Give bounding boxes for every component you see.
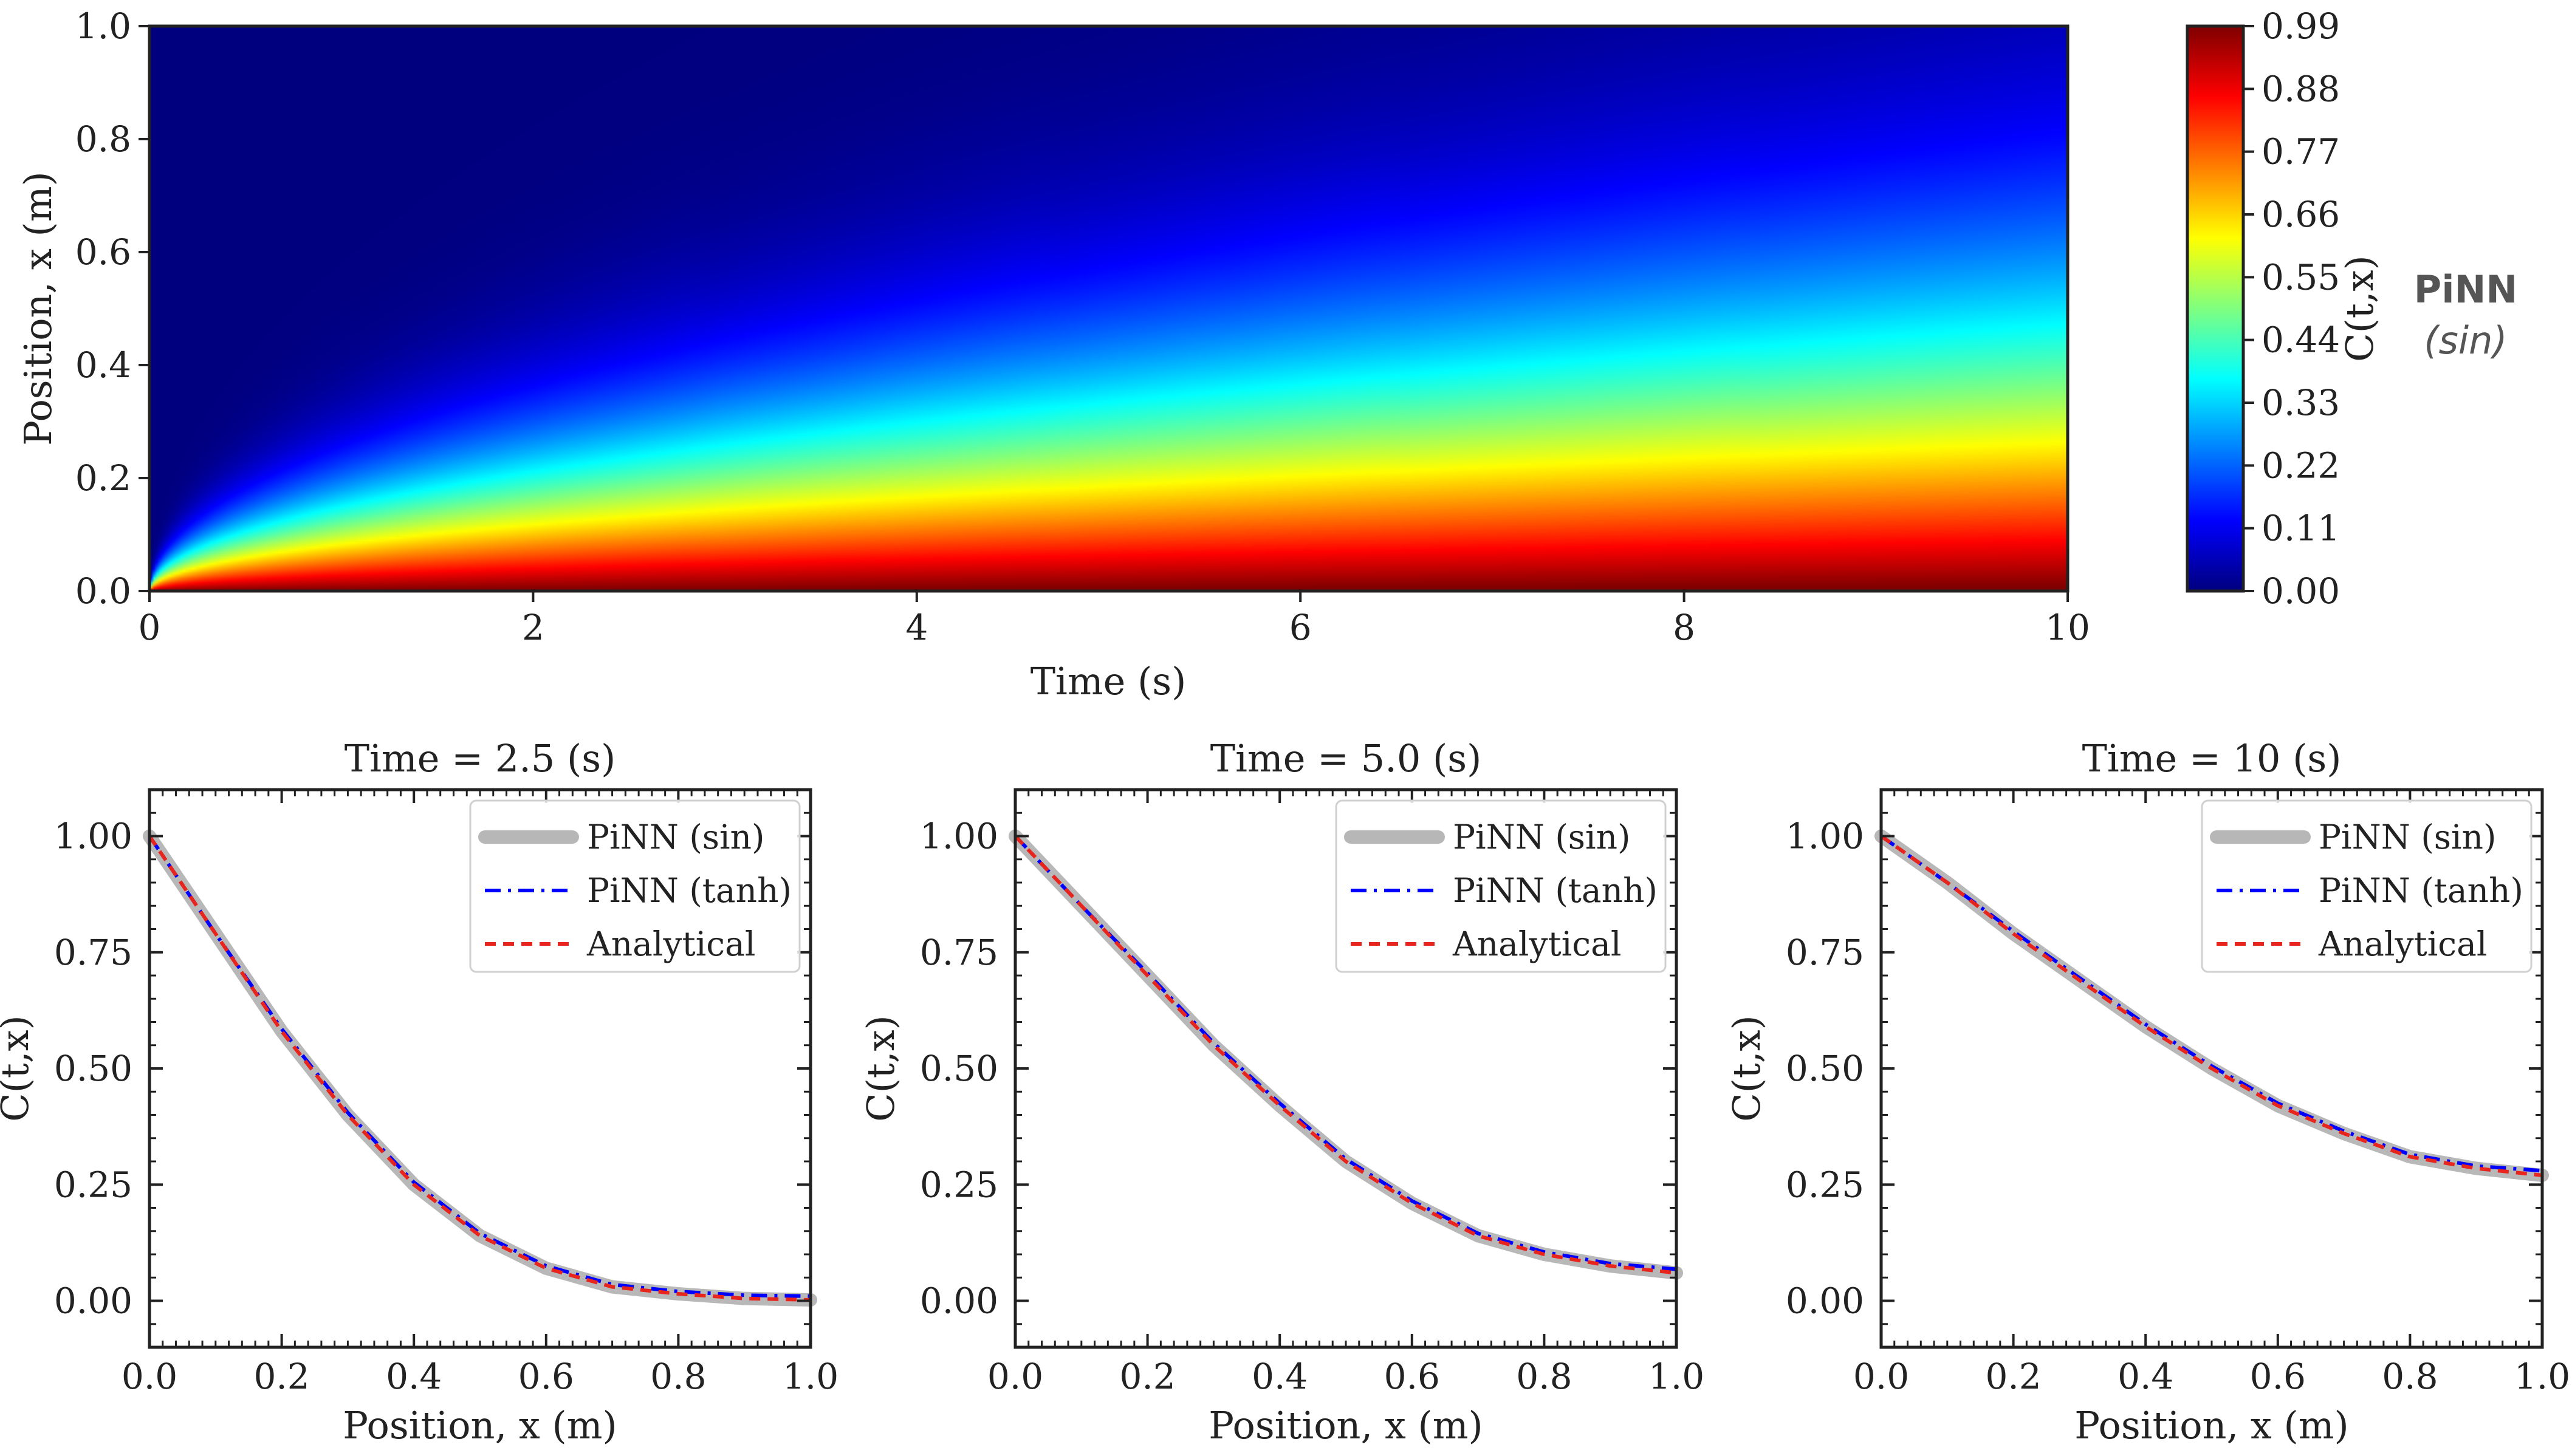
heatmap-y-tick-label: 0.6: [75, 231, 131, 273]
legend-label-pinn-tanh: PiNN (tanh): [1453, 871, 1658, 910]
x-tick-label: 0.0: [122, 1356, 177, 1397]
legend-label-analytical: Analytical: [1452, 925, 1621, 963]
y-tick-label: 0.50: [54, 1048, 132, 1089]
y-tick-label: 0.00: [54, 1280, 132, 1322]
panel-title: Time = 10 (s): [2082, 736, 2342, 781]
heatmap-y-tick-label: 0.8: [75, 118, 131, 160]
x-tick-label: 0.2: [1119, 1356, 1175, 1397]
heatmap-frame: [148, 24, 2070, 593]
side-label-title: PiNN: [2414, 267, 2517, 312]
y-tick-label: 0.75: [920, 932, 998, 973]
heatmap-y-ticks: 0.0 0.2 0.4 0.6 0.8 1.0: [75, 5, 149, 612]
heatmap-y-tick-label: 0.0: [75, 570, 131, 612]
panel-title: Time = 2.5 (s): [345, 736, 616, 781]
colorbar-tick-label: 0.33: [2262, 382, 2340, 423]
colorbar-tick-label: 0.44: [2262, 320, 2340, 361]
colorbar-tick-label: 0.66: [2262, 194, 2340, 235]
x-tick-label: 0.6: [1384, 1356, 1440, 1397]
x-axis-label: Position, x (m): [343, 1403, 617, 1447]
line-panel-t5-0: Time = 5.0 (s) 0.0 0.2 0.4 0.6 0.8 1.0 0.00 0.25…: [859, 736, 1704, 1447]
y-axis-label: C(t,x): [859, 1015, 903, 1121]
heatmap-y-label: Position, x (m): [16, 171, 60, 445]
legend-label-pinn-sin: PiNN (sin): [587, 818, 764, 856]
colorbar-ticks: 0.00 0.11 0.22 0.33 0.44 0.55 0.66 0.77 0.88 0.99: [2243, 5, 2340, 612]
series-line-analytical: [148, 835, 811, 1302]
colorbar-gradient: [2186, 24, 2245, 593]
side-label-subtitle: (sin): [2424, 318, 2507, 363]
series-line-pinn-tanh: [1013, 835, 1677, 1271]
x-tick-label: 0.4: [2118, 1356, 2173, 1397]
heatmap-panel: 0 2 4 6 8 10 0.0 0.2 0.4 0.6 0.8 1.0 Time (s) Posi…: [16, 5, 2090, 703]
x-tick-label: 0.2: [253, 1356, 309, 1397]
line-panel-t2-5: Time = 2.5 (s) 0.0 0.2 0.4 0.6 0.8 1.0 0.00 0.25…: [0, 736, 838, 1447]
y-tick-label: 1.00: [920, 816, 998, 857]
x-tick-label: 0.8: [650, 1356, 706, 1397]
legend-label-pinn-tanh: PiNN (tanh): [587, 871, 792, 910]
heatmap-image: [149, 26, 2068, 591]
y-tick-label: 1.00: [1786, 816, 1864, 857]
y-tick-label: 1.00: [54, 816, 132, 857]
y-axis-label: C(t,x): [0, 1015, 37, 1121]
colorbar-tick-label: 0.22: [2262, 445, 2340, 486]
line-panel-t10: Time = 10 (s) 0.0 0.2 0.4 0.6 0.8 1.0 0.00 0.25 0…: [1724, 736, 2570, 1447]
heatmap-x-ticks: 0 2 4 6 8 10: [139, 591, 2090, 648]
x-tick-label: 0.8: [2382, 1356, 2438, 1397]
heatmap-y-tick-label: 0.2: [75, 457, 131, 499]
colorbar-tick-label: 0.00: [2262, 570, 2340, 612]
series-line-analytical: [1880, 835, 2543, 1177]
x-tick-label: 1.0: [783, 1356, 838, 1397]
colorbar-tick-label: 0.11: [2262, 508, 2340, 549]
heatmap-x-tick-label: 6: [1289, 607, 1312, 648]
colorbar-tick-label: 0.77: [2262, 131, 2340, 173]
heatmap-x-tick-label: 10: [2045, 607, 2090, 648]
legend-label-analytical: Analytical: [586, 925, 755, 963]
heatmap-x-tick-label: 4: [905, 607, 928, 648]
x-tick-label: 0.2: [1985, 1356, 2041, 1397]
colorbar-tick-label: 0.55: [2262, 256, 2340, 298]
heatmap-x-tick-label: 0: [139, 607, 161, 648]
x-tick-label: 0.4: [1252, 1356, 1308, 1397]
y-tick-label: 0.25: [1786, 1164, 1864, 1205]
x-tick-label: 0.8: [1516, 1356, 1572, 1397]
x-axis-label: Position, x (m): [1209, 1403, 1483, 1447]
y-tick-label: 0.75: [1786, 932, 1864, 973]
x-tick-label: 1.0: [2514, 1356, 2570, 1397]
x-axis-label: Position, x (m): [2074, 1403, 2348, 1447]
x-tick-label: 0.6: [518, 1356, 574, 1397]
y-tick-label: 0.00: [1786, 1280, 1864, 1322]
legend-label-pinn-sin: PiNN (sin): [2319, 818, 2496, 856]
heatmap-y-tick-label: 0.4: [75, 344, 131, 386]
y-tick-label: 0.25: [54, 1164, 132, 1205]
series-line-analytical: [1013, 835, 1677, 1275]
legend-label-pinn-tanh: PiNN (tanh): [2319, 871, 2523, 910]
x-tick-label: 1.0: [1648, 1356, 1704, 1397]
legend-label-pinn-sin: PiNN (sin): [1453, 818, 1630, 856]
heatmap-x-tick-label: 8: [1673, 607, 1695, 648]
x-tick-label: 0.4: [386, 1356, 442, 1397]
colorbar-tick-label: 0.99: [2262, 5, 2340, 47]
x-tick-label: 0.6: [2250, 1356, 2306, 1397]
legend-label-analytical: Analytical: [2318, 925, 2487, 963]
colorbar: 0.00 0.11 0.22 0.33 0.44 0.55 0.66 0.77 0.88 0.99…: [2186, 5, 2517, 612]
y-tick-label: 0.50: [920, 1048, 998, 1089]
heatmap-x-label: Time (s): [1031, 659, 1187, 703]
heatmap-x-tick-label: 2: [522, 607, 544, 648]
x-tick-label: 0.0: [1853, 1356, 1909, 1397]
panel-title: Time = 5.0 (s): [1210, 736, 1482, 781]
x-tick-label: 0.0: [987, 1356, 1043, 1397]
colorbar-label: C(t,x): [2337, 255, 2382, 361]
y-tick-label: 0.50: [1786, 1048, 1864, 1089]
y-tick-label: 0.75: [54, 932, 132, 973]
colorbar-tick-label: 0.88: [2262, 68, 2340, 109]
y-axis-label: C(t,x): [1724, 1015, 1769, 1121]
heatmap-y-tick-label: 1.0: [75, 5, 131, 47]
y-tick-label: 0.25: [920, 1164, 998, 1205]
y-tick-label: 0.00: [920, 1280, 998, 1322]
